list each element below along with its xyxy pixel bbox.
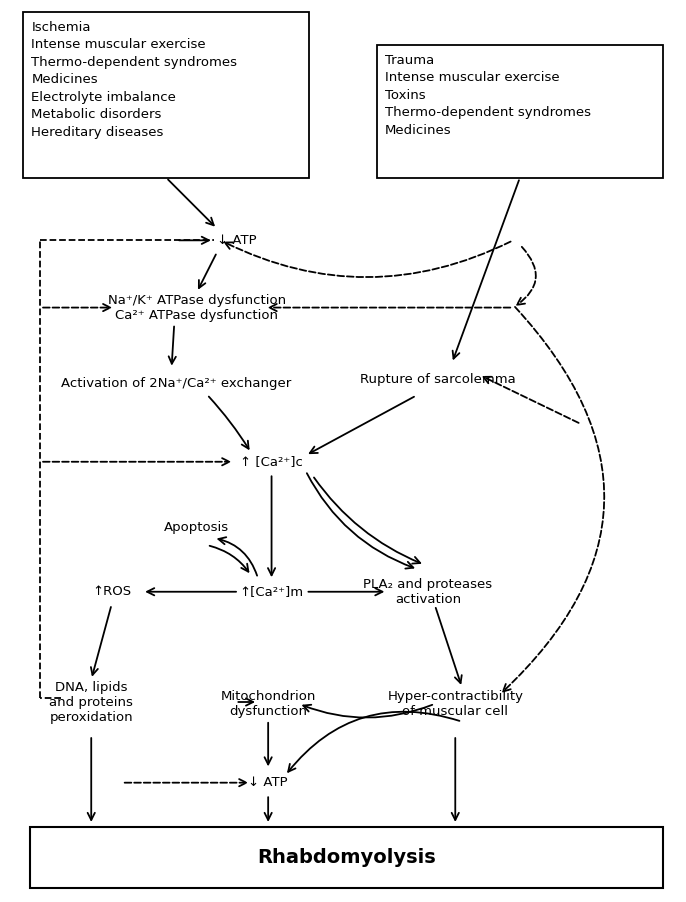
FancyBboxPatch shape bbox=[23, 12, 309, 178]
FancyBboxPatch shape bbox=[30, 826, 663, 888]
Text: ↑[Ca²⁺]m: ↑[Ca²⁺]m bbox=[239, 585, 304, 598]
Text: ↑ROS: ↑ROS bbox=[92, 585, 131, 598]
Text: PLA₂ and proteases
activation: PLA₂ and proteases activation bbox=[364, 578, 493, 606]
Text: ↓ ATP: ↓ ATP bbox=[217, 234, 257, 247]
FancyBboxPatch shape bbox=[377, 45, 663, 178]
Text: DNA, lipids
and proteins
peroxidation: DNA, lipids and proteins peroxidation bbox=[49, 680, 133, 723]
Text: Activation of 2Na⁺/Ca²⁺ exchanger: Activation of 2Na⁺/Ca²⁺ exchanger bbox=[61, 377, 292, 391]
Text: Trauma
Intense muscular exercise
Toxins
Thermo-dependent syndromes
Medicines: Trauma Intense muscular exercise Toxins … bbox=[385, 54, 591, 137]
Text: ↑ [Ca²⁺]c: ↑ [Ca²⁺]c bbox=[240, 456, 303, 468]
Text: Rhabdomyolysis: Rhabdomyolysis bbox=[257, 848, 436, 867]
Text: Mitochondrion
dysfunction: Mitochondrion dysfunction bbox=[220, 690, 316, 718]
Text: Apoptosis: Apoptosis bbox=[164, 520, 229, 534]
Text: Na⁺/K⁺ ATPase dysfunction
Ca²⁺ ATPase dysfunction: Na⁺/K⁺ ATPase dysfunction Ca²⁺ ATPase dy… bbox=[108, 293, 286, 322]
Text: ↓ ATP: ↓ ATP bbox=[248, 777, 288, 789]
Text: Hyper-contractibility
of muscular cell: Hyper-contractibility of muscular cell bbox=[388, 690, 523, 718]
Text: Rupture of sarcolemma: Rupture of sarcolemma bbox=[360, 373, 516, 386]
Text: Ischemia
Intense muscular exercise
Thermo-dependent syndromes
Medicines
Electrol: Ischemia Intense muscular exercise Therm… bbox=[32, 21, 237, 139]
